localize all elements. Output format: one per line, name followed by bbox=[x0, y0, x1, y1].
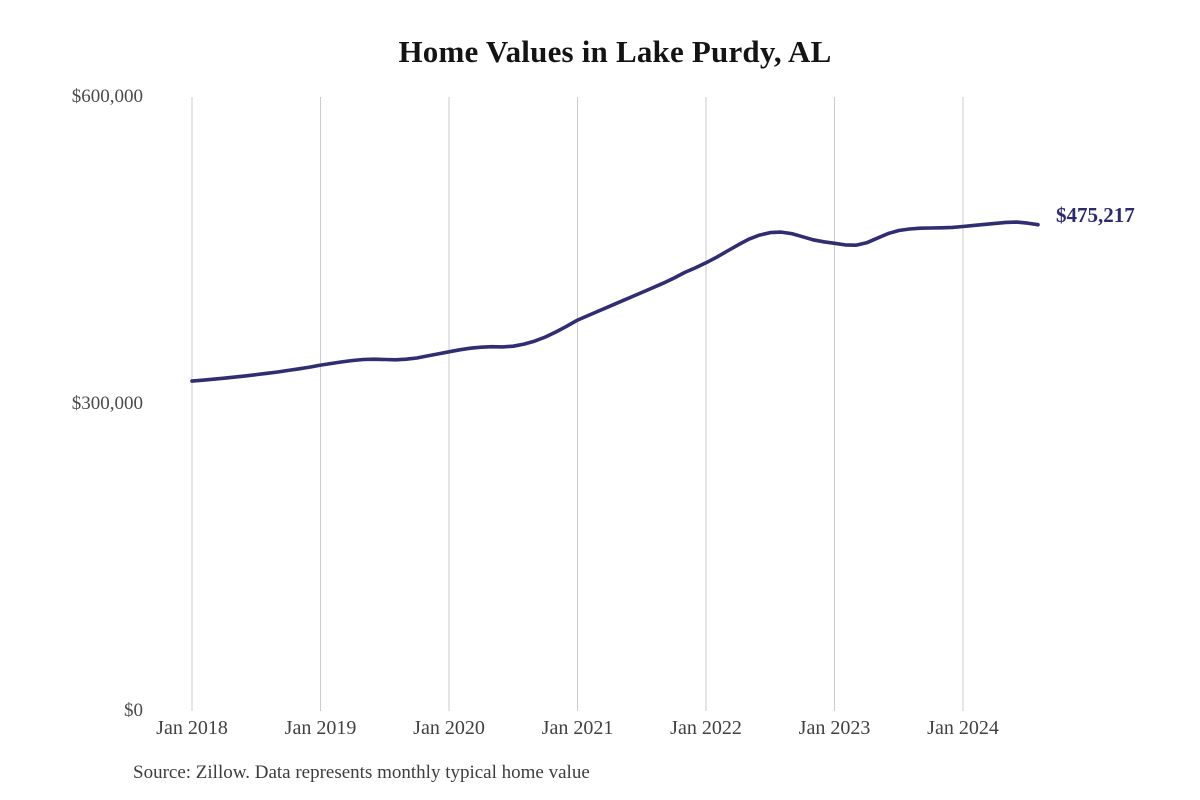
x-axis-tick-label: Jan 2023 bbox=[798, 717, 871, 739]
y-axis-tick-label: $300,000 bbox=[71, 393, 143, 414]
x-axis-tick-label: Jan 2018 bbox=[156, 717, 228, 739]
source-note: Source: Zillow. Data represents monthly … bbox=[133, 762, 590, 783]
x-axis-tick-label: Jan 2019 bbox=[284, 717, 357, 739]
y-axis-tick-label: $600,000 bbox=[71, 86, 143, 107]
x-axis-tick-label: Jan 2021 bbox=[541, 717, 614, 739]
y-axis-tick-label: $0 bbox=[124, 700, 143, 721]
x-axis-tick-label: Jan 2020 bbox=[413, 717, 485, 739]
x-axis-tick-label: Jan 2024 bbox=[927, 717, 999, 739]
current-value-label: $475,217 bbox=[1056, 203, 1135, 227]
chart-title: Home Values in Lake Purdy, AL bbox=[398, 34, 832, 69]
home-value-line bbox=[190, 220, 1040, 383]
x-axis-tick-label: Jan 2022 bbox=[670, 717, 742, 739]
